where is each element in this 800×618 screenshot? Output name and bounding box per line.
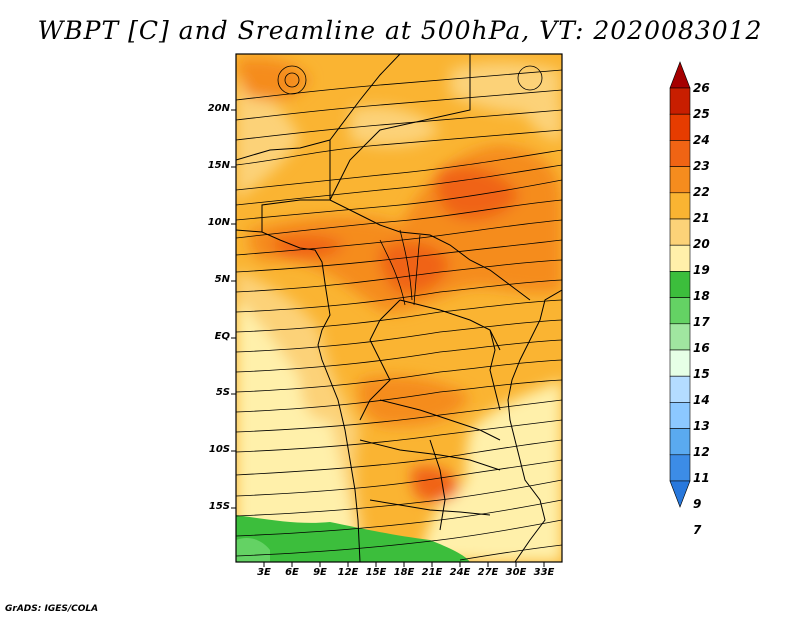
lat-label-15s: 15S xyxy=(208,501,230,512)
colorbar xyxy=(669,61,691,508)
lon-ticks xyxy=(263,562,545,567)
colorbar-swatch xyxy=(669,244,691,272)
colorbar-label: 15 xyxy=(693,367,710,381)
colorbar-label: 12 xyxy=(693,445,710,459)
lon-label-27e: 27E xyxy=(477,567,499,578)
lon-label-18e: 18E xyxy=(393,567,415,578)
lon-label-6e: 6E xyxy=(285,567,299,578)
colorbar-label: 11 xyxy=(693,471,710,485)
lat-label-10n: 10N xyxy=(207,217,230,228)
colorbar-swatch xyxy=(669,218,691,246)
lat-ticks xyxy=(231,109,236,509)
colorbar-label: 14 xyxy=(693,393,710,407)
colorbar-label: 22 xyxy=(693,185,710,199)
lon-label-15e: 15E xyxy=(365,567,387,578)
lon-label-21e: 21E xyxy=(421,567,443,578)
colorbar-swatch xyxy=(669,140,691,167)
colorbar-swatch xyxy=(669,271,691,298)
colorbar-label: 24 xyxy=(693,133,710,147)
lat-label-5s: 5S xyxy=(215,387,230,398)
colorbar-label: 21 xyxy=(693,211,710,225)
wbpt-field xyxy=(236,54,562,562)
colorbar-swatch xyxy=(669,402,691,429)
coastlines-borders xyxy=(236,54,562,562)
lon-label-33e: 33E xyxy=(533,567,555,578)
colorbar-swatch xyxy=(669,166,691,194)
lat-label-10s: 10S xyxy=(208,444,230,455)
colorbar-label: 16 xyxy=(693,341,710,355)
colorbar-swatch xyxy=(669,454,691,482)
colorbar-swatch xyxy=(669,375,691,403)
colorbar-swatch xyxy=(669,192,691,220)
lon-label-9e: 9E xyxy=(313,567,327,578)
lon-label-24e: 24E xyxy=(449,567,471,578)
colorbar-swatch xyxy=(669,349,691,377)
colorbar-label: 17 xyxy=(693,315,710,329)
colorbar-swatch xyxy=(669,113,691,141)
lon-label-3e: 3E xyxy=(257,567,271,578)
lat-label-5n: 5N xyxy=(214,274,230,285)
colorbar-swatch xyxy=(669,87,691,115)
colorbar-label: 19 xyxy=(693,263,710,277)
lat-label-20n: 20N xyxy=(207,103,230,114)
map-frame xyxy=(235,53,563,563)
footer-credit: GrADS: IGES/COLA xyxy=(5,604,99,614)
colorbar-label: 7 xyxy=(693,523,702,537)
lon-label-30e: 30E xyxy=(505,567,527,578)
streamlines xyxy=(236,65,562,561)
colorbar-label: 18 xyxy=(693,289,710,303)
colorbar-label: 20 xyxy=(693,237,710,251)
colorbar-swatch xyxy=(669,297,691,325)
colorbar-label: 23 xyxy=(693,159,710,173)
colorbar-swatch xyxy=(669,428,691,456)
colorbar-label: 25 xyxy=(693,107,710,121)
lon-label-12e: 12E xyxy=(337,567,359,578)
colorbar-swatch xyxy=(669,323,691,351)
lat-label-15n: 15N xyxy=(207,160,230,171)
map-title: WBPT [C] and Sreamline at 500hPa, VT: 20… xyxy=(37,16,763,45)
colorbar-label: 26 xyxy=(693,81,710,95)
lat-label-eq: EQ xyxy=(214,331,230,342)
colorbar-label: 13 xyxy=(693,419,710,433)
colorbar-arrow-bottom xyxy=(669,480,691,508)
colorbar-arrow-top xyxy=(669,61,691,89)
colorbar-label: 9 xyxy=(693,497,702,511)
